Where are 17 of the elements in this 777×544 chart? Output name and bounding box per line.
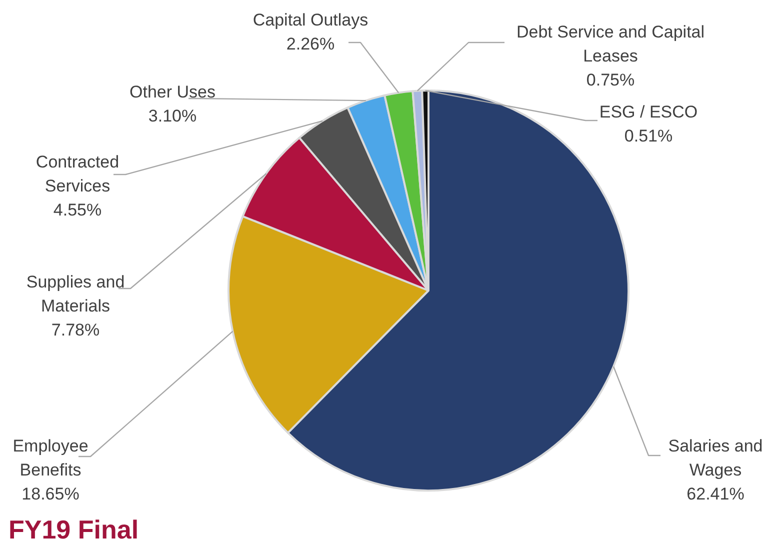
data-label: 62.41% (686, 484, 744, 504)
data-label: 3.10% (148, 106, 197, 126)
slice-label: Supplies and Materials (26, 272, 125, 316)
slice-label: Debt Service and Capital Leases (516, 22, 705, 66)
slice-label: Salaries and Wages (668, 436, 763, 480)
text: FY19 Final (8, 514, 139, 544)
data-label: 2.26% (286, 34, 335, 54)
slice-label: Employee Benefits (12, 436, 88, 480)
data-label: 7.78% (51, 320, 100, 340)
slice-label: Capital Outlays (252, 10, 368, 30)
data-label: 0.75% (586, 70, 635, 90)
data-label: 4.55% (53, 200, 102, 220)
slice-label: Contracted Services (36, 152, 120, 196)
data-label: 0.51% (624, 126, 673, 146)
slice-label: ESG / ESCO (599, 102, 698, 122)
data-label: 18.65% (22, 484, 80, 504)
slice-label: Other Uses (130, 82, 216, 102)
